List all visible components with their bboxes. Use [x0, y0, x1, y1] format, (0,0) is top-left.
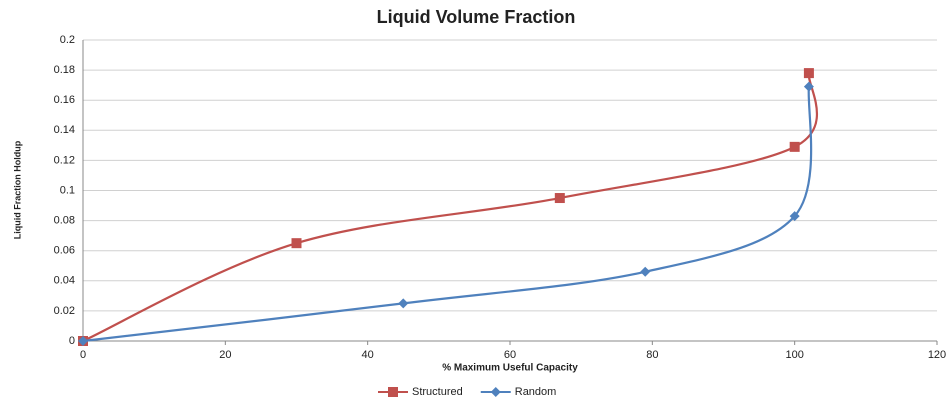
y-tick-label: 0.1	[60, 184, 75, 196]
marker	[291, 238, 302, 249]
legend-label: Structured	[412, 386, 463, 398]
y-tick-label: 0.08	[54, 215, 75, 227]
legend-label: Random	[515, 386, 557, 398]
y-axis-title: Liquid Fraction Holdup	[12, 140, 22, 239]
y-tick-label: 0.12	[54, 154, 75, 166]
y-tick-label: 0.2	[60, 34, 75, 46]
x-axis-title: % Maximum Useful Capacity	[442, 363, 578, 374]
marker	[554, 193, 565, 204]
x-tick-label: 0	[80, 349, 86, 361]
marker	[803, 81, 814, 92]
series-line	[82, 86, 813, 343]
marker	[789, 141, 800, 152]
y-tick-label: 0.14	[54, 124, 75, 136]
x-tick-label: 60	[504, 349, 516, 361]
y-tick-label: 0.04	[54, 275, 75, 287]
x-tick-label: 100	[785, 349, 803, 361]
y-tick-label: 0.18	[54, 64, 75, 76]
y-tick-label: 0.16	[54, 94, 75, 106]
marker	[490, 387, 501, 397]
marker	[789, 211, 800, 222]
marker	[640, 266, 651, 277]
x-tick-label: 80	[646, 349, 658, 361]
marker	[388, 387, 398, 397]
y-tick-label: 0	[69, 335, 75, 347]
x-tick-label: 40	[362, 349, 374, 361]
x-tick-label: 20	[219, 349, 231, 361]
x-tick-label: 120	[928, 349, 946, 361]
chart-title: Liquid Volume Fraction	[377, 7, 576, 27]
marker	[78, 336, 88, 346]
marker	[803, 68, 814, 79]
y-tick-label: 0.02	[54, 305, 75, 317]
series-line	[82, 72, 818, 342]
marker	[398, 298, 409, 309]
y-tick-label: 0.06	[54, 245, 75, 257]
